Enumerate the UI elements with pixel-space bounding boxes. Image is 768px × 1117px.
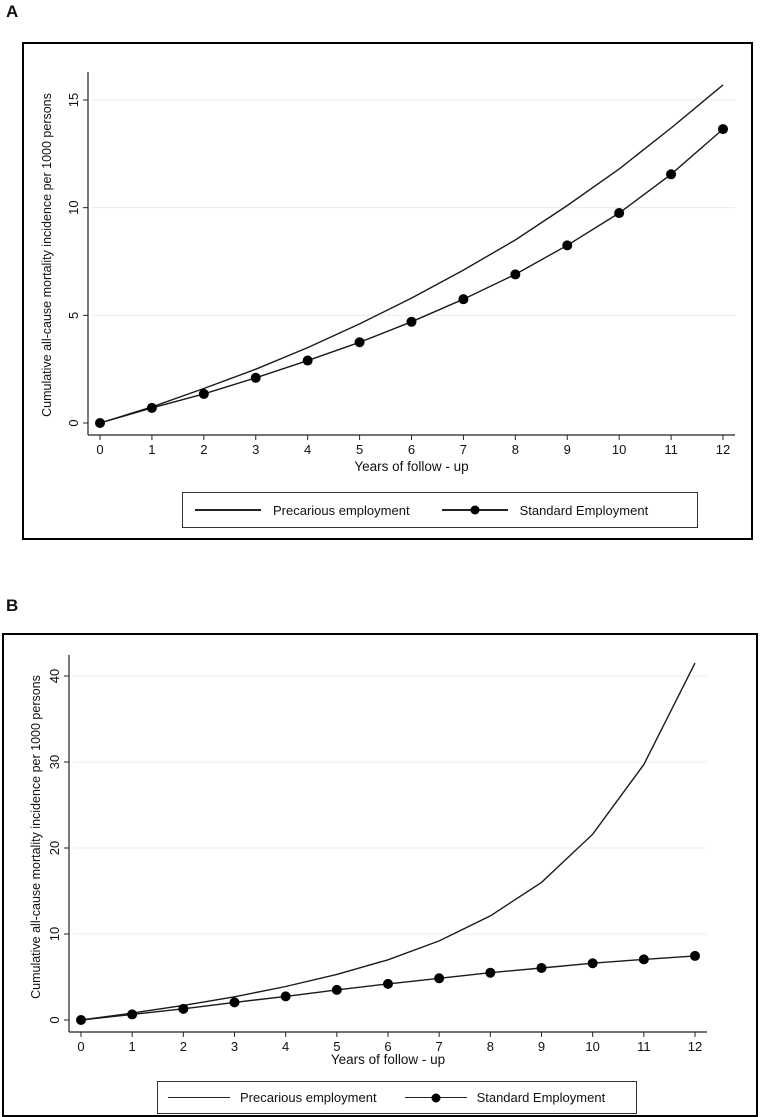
data-point-standard [614, 208, 625, 219]
data-point-standard [229, 997, 240, 1008]
data-point-standard [406, 316, 417, 327]
data-point-standard [536, 962, 547, 973]
x-axis-title: Years of follow - up [354, 459, 468, 474]
y-tick-label: 30 [47, 755, 62, 769]
legend-b-label-standard: Standard Employment [476, 1090, 606, 1105]
legend-circle-marker [470, 505, 480, 515]
x-tick-label: 8 [487, 1039, 494, 1054]
x-tick-label: 4 [304, 442, 311, 457]
x-tick-label: 1 [129, 1039, 136, 1054]
x-tick-label: 12 [688, 1039, 702, 1054]
legend-b-item-standard: Standard Employment [404, 1090, 606, 1105]
x-tick-label: 1 [148, 442, 155, 457]
x-tick-label: 6 [384, 1039, 391, 1054]
x-tick-label: 10 [585, 1039, 599, 1054]
x-tick-label: 5 [333, 1039, 340, 1054]
x-tick-label: 0 [96, 442, 103, 457]
x-tick-label: 5 [356, 442, 363, 457]
data-point-standard [383, 978, 393, 989]
data-point-standard [146, 402, 157, 413]
y-tick-label: 10 [66, 200, 81, 214]
series-line-precarious [80, 662, 696, 1021]
data-point-standard [510, 269, 521, 280]
legend-marker-swatch [404, 1093, 467, 1102]
data-point-standard [587, 958, 598, 969]
legend-a: Precarious employment Standard Employmen… [182, 492, 698, 528]
x-tick-label: 6 [408, 442, 415, 457]
data-point-standard [127, 1009, 138, 1020]
data-point-standard [250, 372, 261, 383]
x-tick-label: 7 [460, 442, 467, 457]
data-point-standard [690, 950, 700, 961]
data-point-standard [485, 967, 496, 978]
x-tick-label: 0 [77, 1039, 84, 1054]
panel-label-a: A [6, 2, 19, 21]
y-tick-label: 0 [47, 1016, 62, 1023]
x-tick-label: 2 [200, 442, 207, 457]
data-point-standard [198, 388, 209, 399]
data-point-standard [178, 1003, 189, 1014]
y-tick-label: 10 [47, 927, 62, 941]
data-point-standard [76, 1015, 86, 1025]
panel-label-b: B [6, 596, 19, 615]
y-axis-title: Cumulative all-cause mortality incidence… [40, 93, 54, 417]
data-point-standard [302, 355, 313, 366]
legend-a-label-precarious: Precarious employment [273, 502, 410, 518]
legend-a-item-standard: Standard Employment [441, 502, 649, 518]
y-tick-label: 0 [66, 419, 81, 426]
data-point-standard [354, 337, 365, 348]
x-tick-label: 11 [637, 1039, 651, 1054]
data-point-standard [638, 954, 649, 965]
x-tick-label: 7 [436, 1039, 443, 1054]
x-tick-label: 8 [512, 442, 519, 457]
x-tick-label: 9 [538, 1039, 545, 1054]
y-tick-label: 5 [66, 312, 81, 319]
y-tick-label: 20 [47, 841, 62, 855]
data-point-standard [280, 991, 291, 1002]
legend-a-item-precarious: Precarious employment [195, 503, 410, 518]
series-line-standard [99, 128, 724, 424]
legend-circle-marker [431, 1093, 441, 1102]
legend-marker-swatch [441, 505, 508, 515]
data-point-standard [562, 240, 573, 251]
panel-a-frame [22, 42, 753, 540]
legend-b-item-precarious: Precarious employment [168, 1090, 377, 1105]
x-tick-label: 3 [252, 442, 259, 457]
legend-b: Precarious employment Standard Employmen… [157, 1081, 637, 1114]
x-tick-label: 3 [231, 1039, 238, 1054]
x-axis-title: Years of follow - up [331, 1052, 445, 1067]
legend-b-label-precarious: Precarious employment [240, 1090, 377, 1105]
y-tick-label: 15 [66, 93, 81, 107]
legend-line-swatch [168, 1096, 230, 1099]
y-axis-title: Cumulative all-cause mortality incidence… [29, 675, 43, 999]
data-point-standard [718, 124, 728, 135]
legend-line-swatch [195, 509, 261, 511]
panel-b-frame [2, 633, 758, 1117]
x-tick-label: 2 [180, 1039, 187, 1054]
series-line-precarious [99, 84, 724, 424]
data-point-standard [331, 984, 342, 995]
x-tick-label: 11 [664, 442, 678, 457]
x-tick-label: 9 [564, 442, 571, 457]
x-tick-label: 10 [612, 442, 626, 457]
legend-a-label-standard: Standard Employment [519, 502, 649, 518]
data-point-standard [666, 169, 677, 180]
data-point-standard [95, 418, 105, 428]
data-point-standard [458, 294, 469, 305]
x-tick-label: 12 [716, 442, 730, 457]
data-point-standard [434, 973, 445, 984]
x-tick-label: 4 [282, 1039, 289, 1054]
y-tick-label: 40 [47, 669, 62, 683]
